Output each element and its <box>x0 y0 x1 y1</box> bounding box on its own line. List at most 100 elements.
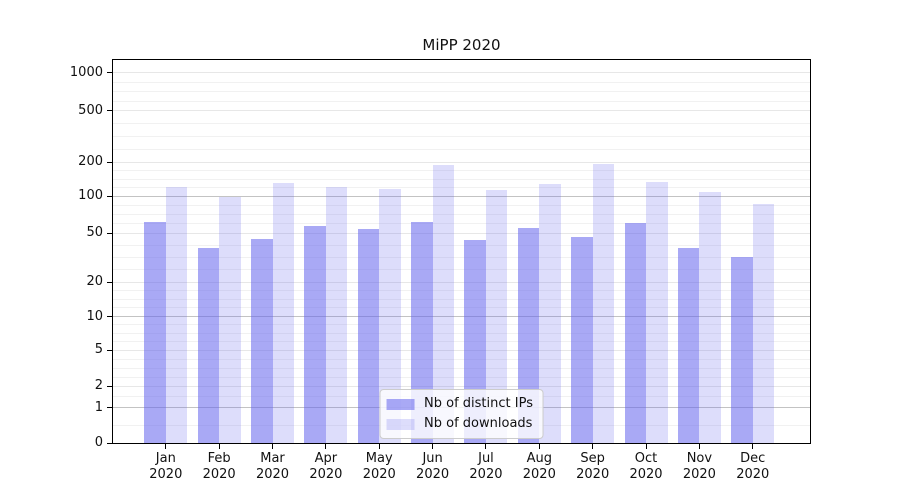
minor-gridline <box>113 257 810 258</box>
minor-gridline <box>113 204 810 206</box>
x-tick-mark <box>325 444 327 449</box>
bar-distinct-ips <box>731 256 753 443</box>
x-tick-label: Mar 2020 <box>255 451 290 482</box>
x-tick-mark <box>165 444 167 449</box>
y-tick-label: 0 <box>94 435 103 450</box>
x-tick-mark <box>698 444 700 449</box>
minor-gridline <box>113 72 810 73</box>
minor-gridline <box>113 178 810 180</box>
minor-gridline <box>113 244 810 246</box>
minor-gridline <box>113 269 810 271</box>
minor-gridline <box>113 223 810 225</box>
legend-label: Nb of distinct IPs <box>424 396 533 411</box>
minor-gridline <box>113 307 810 309</box>
y-tick-mark <box>107 316 112 317</box>
minor-gridline <box>113 161 810 163</box>
bar-distinct-ips <box>144 222 166 443</box>
bar-downloads <box>272 182 295 443</box>
major-gridline <box>113 195 810 197</box>
minor-gridline <box>113 385 810 387</box>
bar-distinct-ips <box>251 238 273 443</box>
minor-gridline <box>113 358 810 360</box>
minor-gridline <box>113 148 810 150</box>
x-tick-label: Feb 2020 <box>202 451 236 482</box>
x-tick-label: Nov 2020 <box>682 451 716 482</box>
y-tick-mark <box>107 407 112 408</box>
x-tick-label: Oct 2020 <box>629 451 663 482</box>
minor-gridline <box>113 110 810 111</box>
x-tick-mark <box>485 444 487 449</box>
y-tick-label: 1 <box>94 399 103 415</box>
y-tick-mark <box>107 110 112 111</box>
bar-distinct-ips <box>304 226 326 443</box>
bar-downloads <box>379 188 401 443</box>
bar-downloads <box>165 186 188 443</box>
minor-gridline <box>113 332 810 334</box>
plot-area: Nb of distinct IPs Nb of downloads <box>112 59 811 444</box>
y-tick-label: 20 <box>86 274 103 289</box>
y-tick-mark <box>107 281 112 283</box>
x-tick-label: Sep 2020 <box>576 451 610 482</box>
minor-gridline <box>113 367 810 369</box>
bar-downloads <box>646 182 668 443</box>
x-tick-mark <box>592 444 594 449</box>
y-tick-mark <box>107 72 112 73</box>
bar-downloads <box>432 164 455 443</box>
x-tick-mark <box>432 444 434 449</box>
legend-label: Nb of downloads <box>424 416 533 431</box>
minor-gridline <box>113 170 810 171</box>
minor-gridline <box>113 232 810 234</box>
x-tick-mark <box>272 444 274 449</box>
legend-box: Nb of distinct IPs Nb of downloads <box>379 389 544 439</box>
bar-distinct-ips <box>624 223 647 443</box>
bar-distinct-ips <box>677 247 700 443</box>
y-tick-label: 5 <box>94 342 103 357</box>
minor-gridline <box>113 376 810 378</box>
x-tick-mark <box>645 444 647 449</box>
bar-downloads <box>485 190 508 443</box>
chart-title: MiPP 2020 <box>422 36 501 54</box>
y-tick-mark <box>107 195 112 197</box>
minor-gridline <box>113 349 810 351</box>
y-tick-label: 100 <box>78 188 103 203</box>
minor-gridline <box>113 135 810 137</box>
minor-gridline <box>113 100 810 102</box>
minor-gridline <box>113 91 810 92</box>
y-tick-label: 200 <box>78 154 103 169</box>
y-tick-label: 1000 <box>69 64 103 80</box>
minor-gridline <box>113 81 810 83</box>
x-tick-label: Jan 2020 <box>149 451 183 482</box>
y-tick-mark <box>107 232 112 234</box>
x-tick-mark <box>752 444 754 449</box>
y-tick-mark <box>107 349 112 351</box>
minor-gridline <box>113 187 810 188</box>
legend-swatch-distinct-ips <box>386 398 415 410</box>
bar-distinct-ips <box>357 228 380 443</box>
bar-downloads <box>752 204 775 443</box>
minor-gridline <box>113 341 810 343</box>
x-tick-label: Aug 2020 <box>522 451 556 482</box>
bar-downloads <box>325 186 348 443</box>
bar-downloads <box>592 163 615 443</box>
legend-item: Nb of downloads <box>386 416 533 432</box>
x-tick-label: Jul 2020 <box>469 451 503 482</box>
bar-distinct-ips <box>571 237 593 443</box>
minor-gridline <box>113 290 810 292</box>
bar-downloads <box>699 192 721 443</box>
minor-gridline <box>113 298 810 300</box>
bar-distinct-ips <box>411 222 433 443</box>
y-tick-label: 500 <box>78 102 103 118</box>
bar-distinct-ips <box>197 247 220 443</box>
y-tick-label: 10 <box>86 308 103 324</box>
y-tick-mark <box>107 385 112 387</box>
legend-item: Nb of distinct IPs <box>386 396 533 412</box>
minor-gridline <box>113 324 810 326</box>
legend-swatch-downloads <box>386 418 415 430</box>
minor-gridline <box>113 281 810 283</box>
y-tick-mark <box>107 442 112 444</box>
minor-gridline <box>113 122 810 124</box>
x-tick-label: May 2020 <box>362 451 396 482</box>
major-gridline <box>113 316 810 317</box>
y-tick-label: 50 <box>86 225 103 240</box>
x-tick-mark <box>378 444 380 449</box>
